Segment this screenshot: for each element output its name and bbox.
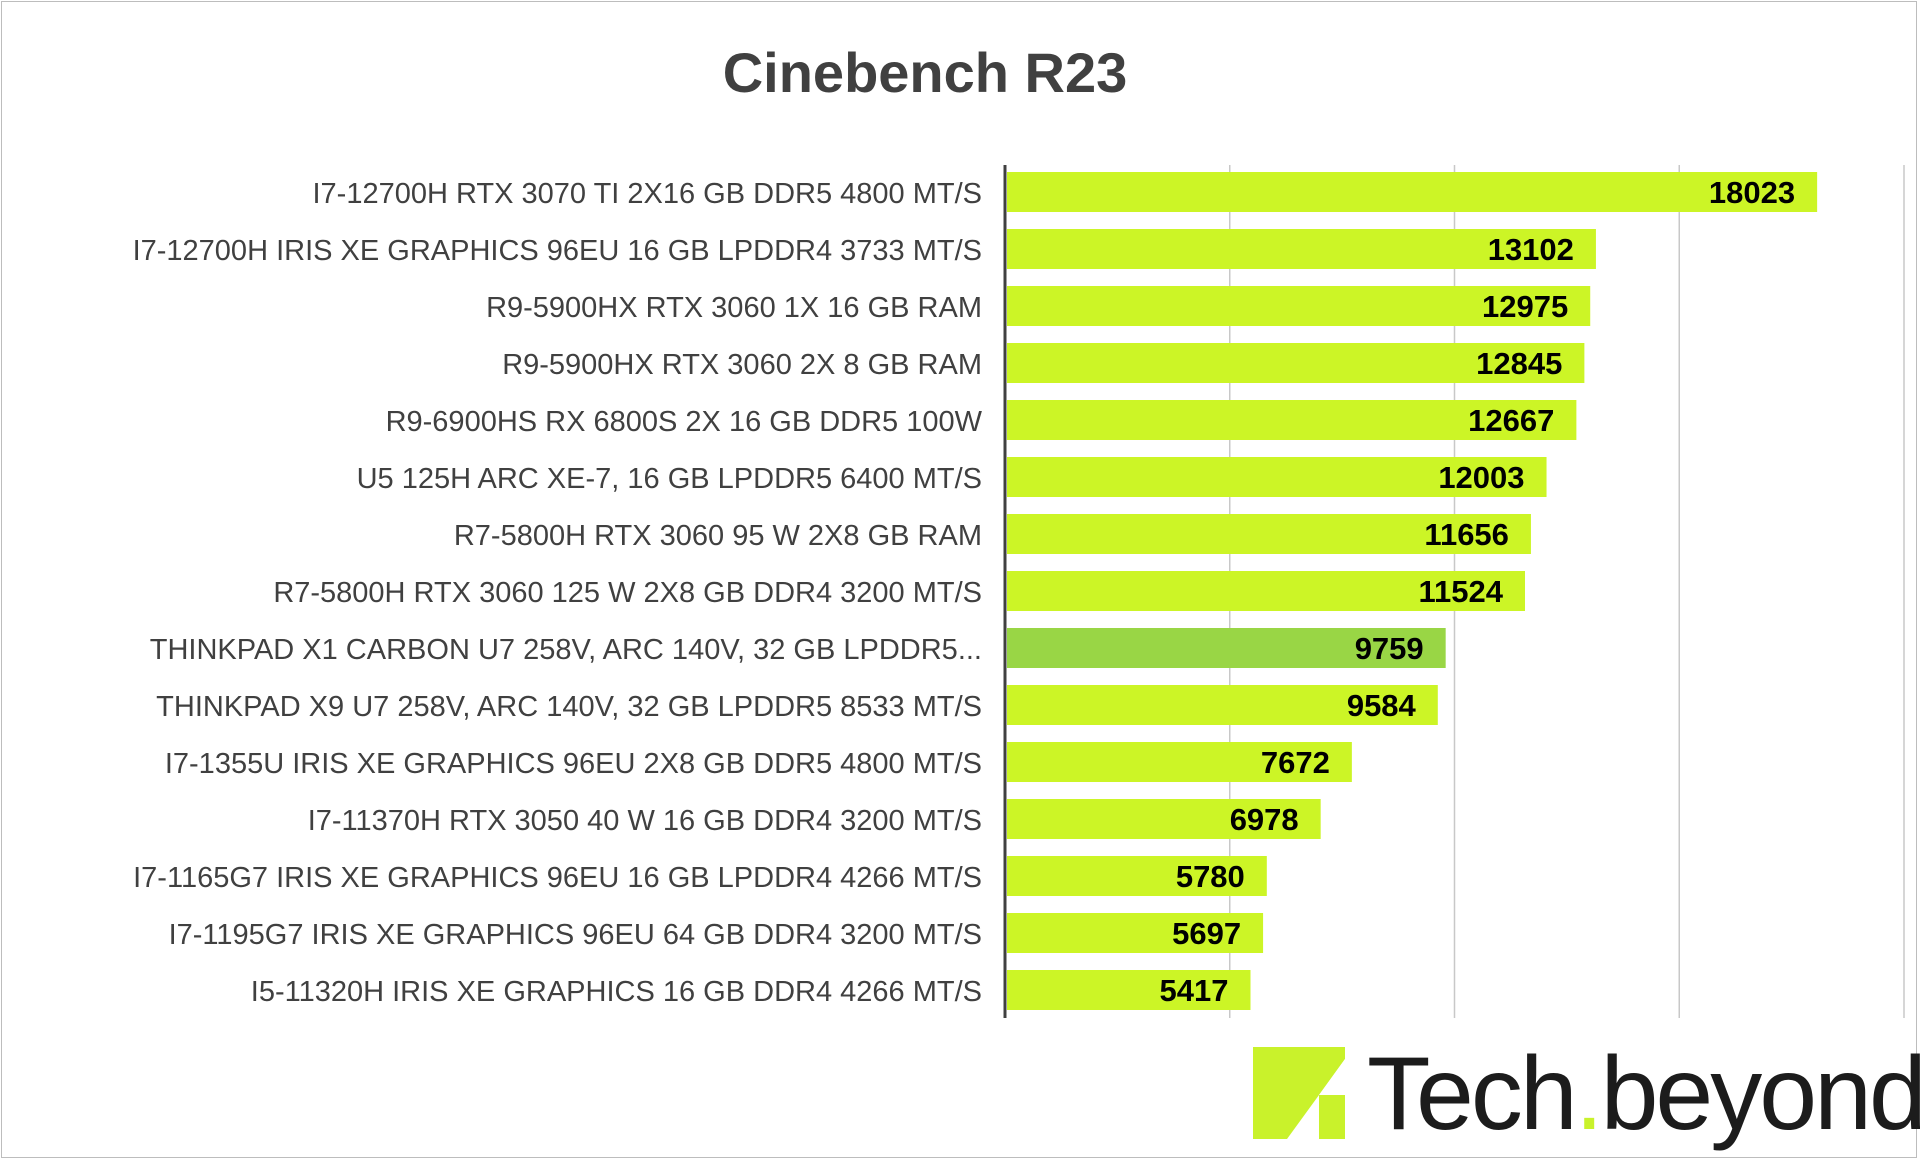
value-label: 11656 (1424, 517, 1509, 552)
bar (1007, 970, 1251, 1010)
category-label: THINKPAD X1 CARBON U7 258V, ARC 140V, 32… (150, 634, 982, 666)
value-label: 12845 (1476, 346, 1562, 381)
category-label: R7-5800H RTX 3060 125 W 2X8 GB DDR4 3200… (273, 577, 982, 609)
bar (1007, 229, 1596, 269)
logo-text-tail: beyond (1600, 1036, 1920, 1152)
category-label: I7-12700H IRIS XE GRAPHICS 96EU 16 GB LP… (133, 235, 982, 267)
bar (1007, 856, 1267, 896)
category-label: I7-1195G7 IRIS XE GRAPHICS 96EU 64 GB DD… (169, 919, 982, 951)
category-label: I7-11370H RTX 3050 40 W 16 GB DDR4 3200 … (308, 805, 982, 837)
value-label: 12003 (1438, 460, 1524, 495)
bar (1007, 172, 1818, 212)
category-labels: I7-12700H RTX 3070 TI 2X16 GB DDR5 4800 … (133, 178, 983, 1008)
value-label: 7672 (1261, 745, 1330, 780)
value-label: 5697 (1172, 916, 1241, 951)
bar (1007, 571, 1526, 611)
category-label: I7-1165G7 IRIS XE GRAPHICS 96EU 16 GB LP… (133, 862, 982, 894)
category-label: I7-12700H RTX 3070 TI 2X16 GB DDR5 4800 … (313, 178, 983, 210)
value-label: 12667 (1468, 403, 1554, 438)
bars (1007, 172, 1818, 1010)
value-label: 6978 (1230, 802, 1299, 837)
logo-text-main: Tech (1367, 1036, 1578, 1152)
bar (1007, 286, 1591, 326)
bar (1007, 400, 1577, 440)
bar (1007, 742, 1352, 782)
chart-title: Cinebench R23 (722, 41, 1128, 104)
bar (1007, 628, 1446, 668)
category-label: R9-5900HX RTX 3060 1X 16 GB RAM (486, 292, 982, 324)
category-label: THINKPAD X9 U7 258V, ARC 140V, 32 GB LPD… (156, 691, 982, 723)
bar (1007, 799, 1321, 839)
value-label: 5780 (1176, 859, 1245, 894)
category-label: U5 125H ARC XE-7, 16 GB LPDDR5 6400 MT/S (357, 463, 982, 495)
value-label: 11524 (1419, 574, 1504, 609)
value-label: 9759 (1355, 631, 1424, 666)
value-label: 18023 (1709, 175, 1795, 210)
value-label: 5417 (1160, 973, 1229, 1008)
category-label: I7-1355U IRIS XE GRAPHICS 96EU 2X8 GB DD… (165, 748, 982, 780)
value-label: 9584 (1347, 688, 1417, 723)
category-label: R7-5800H RTX 3060 95 W 2X8 GB RAM (454, 520, 982, 552)
category-label: R9-6900HS RX 6800S 2X 16 GB DDR5 100W (386, 406, 983, 438)
bar (1007, 685, 1438, 725)
bar (1007, 457, 1547, 497)
value-label: 12975 (1482, 289, 1568, 324)
logo-mark-icon (1253, 1047, 1345, 1139)
logo-wordmark: Tech.beyond (1367, 1034, 1920, 1154)
bar (1007, 913, 1264, 953)
bar (1007, 343, 1585, 383)
category-label: I5-11320H IRIS XE GRAPHICS 16 GB DDR4 42… (251, 976, 982, 1008)
value-label: 13102 (1488, 232, 1574, 267)
bar (1007, 514, 1531, 554)
logo-text-dot: . (1574, 1036, 1604, 1152)
category-label: R9-5900HX RTX 3060 2X 8 GB RAM (502, 349, 982, 381)
logo: Tech.beyond (1249, 1036, 1920, 1160)
value-labels: 18023 13102 12975 12845 12667 12003 11656 11524… (1160, 175, 1796, 1008)
